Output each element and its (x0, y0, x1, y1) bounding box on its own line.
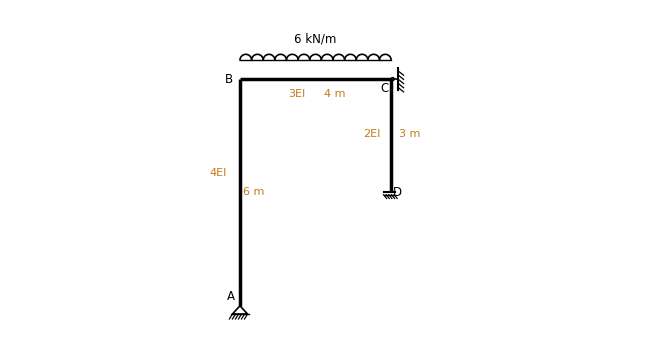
Text: 6 kN/m: 6 kN/m (294, 33, 337, 46)
Text: B: B (226, 73, 233, 86)
Text: 4EI: 4EI (210, 169, 227, 178)
Text: 3 m: 3 m (399, 129, 421, 139)
Text: 2EI: 2EI (363, 129, 381, 139)
Text: D: D (393, 186, 402, 199)
Text: A: A (227, 290, 235, 303)
Text: C: C (380, 82, 389, 95)
Text: 3EI: 3EI (288, 89, 305, 99)
Text: 6 m: 6 m (243, 187, 265, 197)
Text: 4 m: 4 m (324, 89, 345, 99)
